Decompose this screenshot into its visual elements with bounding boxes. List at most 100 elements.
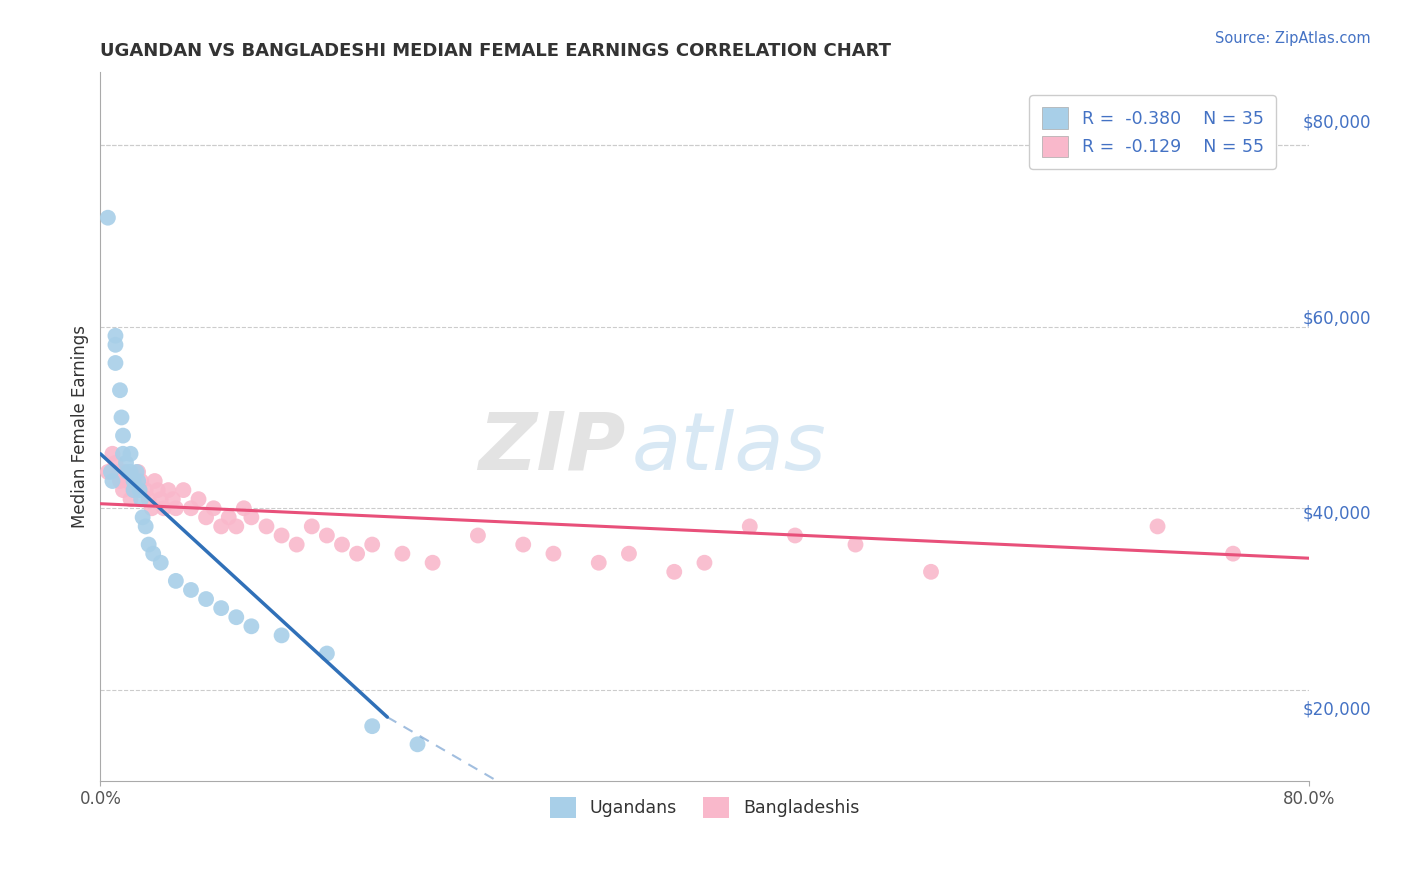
- Point: [122, 483, 145, 497]
- Point: [97, 465, 120, 479]
- Point: [120, 447, 142, 461]
- Point: [117, 465, 139, 479]
- Point: [165, 574, 187, 588]
- Text: UGANDAN VS BANGLADESHI MEDIAN FEMALE EARNINGS CORRELATION CHART: UGANDAN VS BANGLADESHI MEDIAN FEMALE EAR…: [100, 42, 891, 60]
- Point: [135, 483, 157, 497]
- Point: [108, 474, 131, 488]
- Point: [187, 492, 209, 507]
- Point: [117, 474, 139, 488]
- Text: atlas: atlas: [631, 409, 827, 487]
- Point: [122, 474, 145, 488]
- Point: [138, 538, 160, 552]
- Point: [104, 356, 127, 370]
- Point: [143, 474, 166, 488]
- Point: [120, 465, 142, 479]
- Point: [146, 483, 169, 497]
- Point: [315, 528, 337, 542]
- Point: [783, 528, 806, 542]
- Point: [240, 510, 263, 524]
- Point: [180, 501, 202, 516]
- Point: [361, 538, 384, 552]
- Point: [114, 465, 136, 479]
- Text: ZIP: ZIP: [478, 409, 626, 487]
- Point: [165, 501, 187, 516]
- Point: [129, 474, 152, 488]
- Point: [104, 456, 127, 470]
- Point: [693, 556, 716, 570]
- Point: [127, 465, 149, 479]
- Point: [152, 501, 174, 516]
- Point: [209, 601, 232, 615]
- Point: [142, 547, 165, 561]
- Point: [195, 592, 218, 607]
- Point: [467, 528, 489, 542]
- Text: $60,000: $60,000: [1302, 310, 1371, 327]
- Point: [122, 483, 145, 497]
- Point: [157, 483, 180, 497]
- Text: Source: ZipAtlas.com: Source: ZipAtlas.com: [1215, 31, 1371, 46]
- Point: [301, 519, 323, 533]
- Point: [131, 510, 153, 524]
- Point: [128, 483, 150, 497]
- Point: [120, 492, 142, 507]
- Point: [617, 547, 640, 561]
- Legend: Ugandans, Bangladeshis: Ugandans, Bangladeshis: [543, 790, 866, 825]
- Point: [270, 528, 292, 542]
- Point: [1146, 519, 1168, 533]
- Point: [844, 538, 866, 552]
- Point: [104, 328, 127, 343]
- Point: [588, 556, 610, 570]
- Point: [285, 538, 308, 552]
- Point: [111, 428, 134, 442]
- Point: [330, 538, 353, 552]
- Point: [180, 582, 202, 597]
- Point: [232, 501, 254, 516]
- Point: [218, 510, 240, 524]
- Point: [225, 519, 247, 533]
- Point: [100, 465, 122, 479]
- Point: [209, 519, 232, 533]
- Point: [172, 483, 194, 497]
- Point: [664, 565, 686, 579]
- Text: $80,000: $80,000: [1302, 114, 1371, 132]
- Point: [125, 465, 148, 479]
- Point: [202, 501, 225, 516]
- Point: [270, 628, 292, 642]
- Point: [422, 556, 444, 570]
- Point: [127, 474, 149, 488]
- Point: [111, 447, 134, 461]
- Point: [97, 211, 120, 225]
- Point: [512, 538, 534, 552]
- Point: [195, 510, 218, 524]
- Point: [108, 383, 131, 397]
- Point: [162, 492, 184, 507]
- Point: [104, 338, 127, 352]
- Point: [107, 465, 129, 479]
- Point: [256, 519, 278, 533]
- Point: [138, 492, 160, 507]
- Point: [101, 447, 124, 461]
- Point: [738, 519, 761, 533]
- Point: [149, 492, 172, 507]
- Point: [111, 483, 134, 497]
- Point: [110, 410, 132, 425]
- Point: [1222, 547, 1244, 561]
- Point: [129, 492, 152, 507]
- Point: [920, 565, 942, 579]
- Point: [101, 474, 124, 488]
- Point: [315, 647, 337, 661]
- Point: [240, 619, 263, 633]
- Text: $40,000: $40,000: [1302, 505, 1371, 523]
- Text: $20,000: $20,000: [1302, 700, 1371, 718]
- Point: [135, 519, 157, 533]
- Point: [141, 501, 163, 516]
- Y-axis label: Median Female Earnings: Median Female Earnings: [72, 325, 89, 528]
- Point: [115, 456, 138, 470]
- Point: [225, 610, 247, 624]
- Point: [346, 547, 368, 561]
- Point: [361, 719, 384, 733]
- Point: [406, 737, 429, 751]
- Point: [543, 547, 565, 561]
- Point: [391, 547, 413, 561]
- Point: [149, 556, 172, 570]
